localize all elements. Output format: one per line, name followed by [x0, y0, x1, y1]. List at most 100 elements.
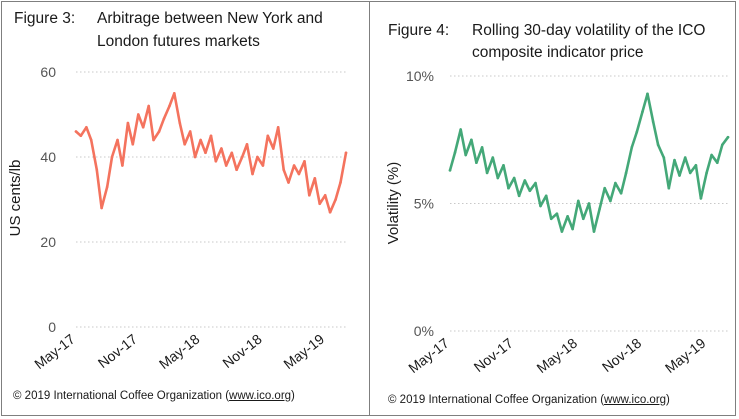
y-axis-label: US cents/lb [7, 160, 24, 237]
data-point [334, 198, 337, 201]
volatility-chart: 0% 5% 10% Volatility (%) May-17 Nov-17 May-18 N… [385, 68, 730, 376]
copyright-notice: © 2019 International Coffee Organization… [388, 394, 670, 406]
data-point [344, 151, 348, 155]
data-point [539, 204, 542, 208]
data-point [555, 212, 559, 215]
y-tick-label: 5% [414, 196, 434, 212]
data-point [716, 161, 719, 164]
data-point [188, 130, 192, 133]
data-point [635, 130, 639, 134]
data-point [475, 161, 478, 164]
copyright-suffix: ) [291, 390, 295, 402]
data-point [276, 125, 280, 129]
data-point [534, 181, 537, 185]
figure-3-panel: Figure 3: Arbitrage between New York and… [0, 0, 369, 419]
copyright-notice: © 2019 International Coffee Organization… [13, 390, 295, 402]
data-point [178, 121, 182, 125]
data-point [560, 230, 564, 233]
data-point [512, 176, 516, 180]
x-tick-label: May-19 [662, 335, 709, 376]
data-point [577, 199, 580, 203]
data-point [266, 134, 270, 138]
data-point [480, 146, 484, 149]
figure-title-line-1: Arbitrage between New York and [97, 10, 323, 27]
data-point [292, 164, 296, 167]
ico-link[interactable]: www.ico.org [229, 390, 292, 402]
data-point [726, 135, 730, 139]
figure-title-line-2: composite indicator price [472, 44, 644, 61]
data-point [230, 151, 234, 155]
data-point [720, 143, 724, 147]
data-point [183, 142, 186, 146]
data-point [571, 227, 574, 231]
figure-title-line-2: London futures markets [97, 33, 260, 50]
y-tick-label: 10% [406, 68, 434, 84]
data-point [496, 176, 500, 180]
data-point [459, 128, 462, 131]
figure-label: Figure 3: [14, 10, 76, 27]
data-point [673, 158, 676, 162]
data-point [624, 171, 628, 175]
arbitrage-chart: 0 20 40 60 US cents/lb May-17 Nov-17 May-18 Nov-… [7, 64, 348, 372]
data-point [116, 138, 119, 142]
data-point [131, 142, 135, 146]
data-point [598, 207, 601, 210]
data-point [694, 163, 698, 167]
series-line [448, 92, 730, 233]
data-point [287, 181, 290, 184]
data-point [507, 186, 510, 190]
x-tick-label: Nov-17 [471, 335, 517, 376]
data-point [485, 171, 489, 175]
data-point [688, 171, 692, 175]
data-point [251, 172, 254, 176]
data-point [214, 159, 218, 163]
data-point [100, 206, 103, 210]
data-point [199, 138, 202, 142]
data-point [308, 193, 311, 197]
data-point [162, 117, 166, 121]
data-point [95, 168, 99, 172]
x-tick-label: May-17 [405, 335, 452, 376]
x-tick-label: Nov-18 [219, 331, 265, 372]
data-point [544, 194, 548, 198]
data-point [89, 138, 93, 142]
data-point [453, 151, 457, 154]
data-point [710, 153, 713, 157]
data-point [152, 138, 155, 142]
data-point [587, 202, 591, 205]
x-tick-label: May-19 [280, 331, 327, 372]
data-point [603, 186, 606, 190]
data-point [256, 155, 259, 159]
data-point [683, 156, 687, 159]
copyright-prefix: © 2019 International Coffee Organization… [388, 394, 605, 406]
data-point [110, 155, 114, 159]
data-point [141, 125, 145, 129]
x-tick-label: Nov-18 [599, 335, 645, 376]
data-point [193, 155, 197, 159]
data-point [323, 193, 327, 197]
figure-label: Figure 4: [388, 22, 450, 39]
data-point [678, 174, 681, 177]
data-point [619, 192, 623, 195]
data-point [235, 168, 238, 172]
data-point [464, 153, 467, 157]
y-axis-label: Volatility (%) [385, 162, 402, 245]
data-point [282, 168, 285, 172]
data-point [502, 163, 505, 167]
series-line [74, 92, 348, 214]
data-point [609, 199, 612, 203]
data-point [592, 230, 596, 233]
data-point [209, 134, 213, 138]
data-point [646, 92, 649, 96]
data-point [318, 202, 321, 206]
data-point [245, 142, 249, 146]
data-point [240, 155, 244, 159]
data-point [297, 172, 301, 176]
ico-link[interactable]: www.ico.org [604, 394, 667, 406]
x-tick-label: Nov-17 [95, 331, 141, 372]
data-point [662, 156, 666, 159]
x-tick-label: May-18 [156, 331, 203, 372]
copyright-suffix: ) [666, 394, 670, 406]
data-point [105, 185, 109, 189]
data-point [220, 147, 223, 150]
